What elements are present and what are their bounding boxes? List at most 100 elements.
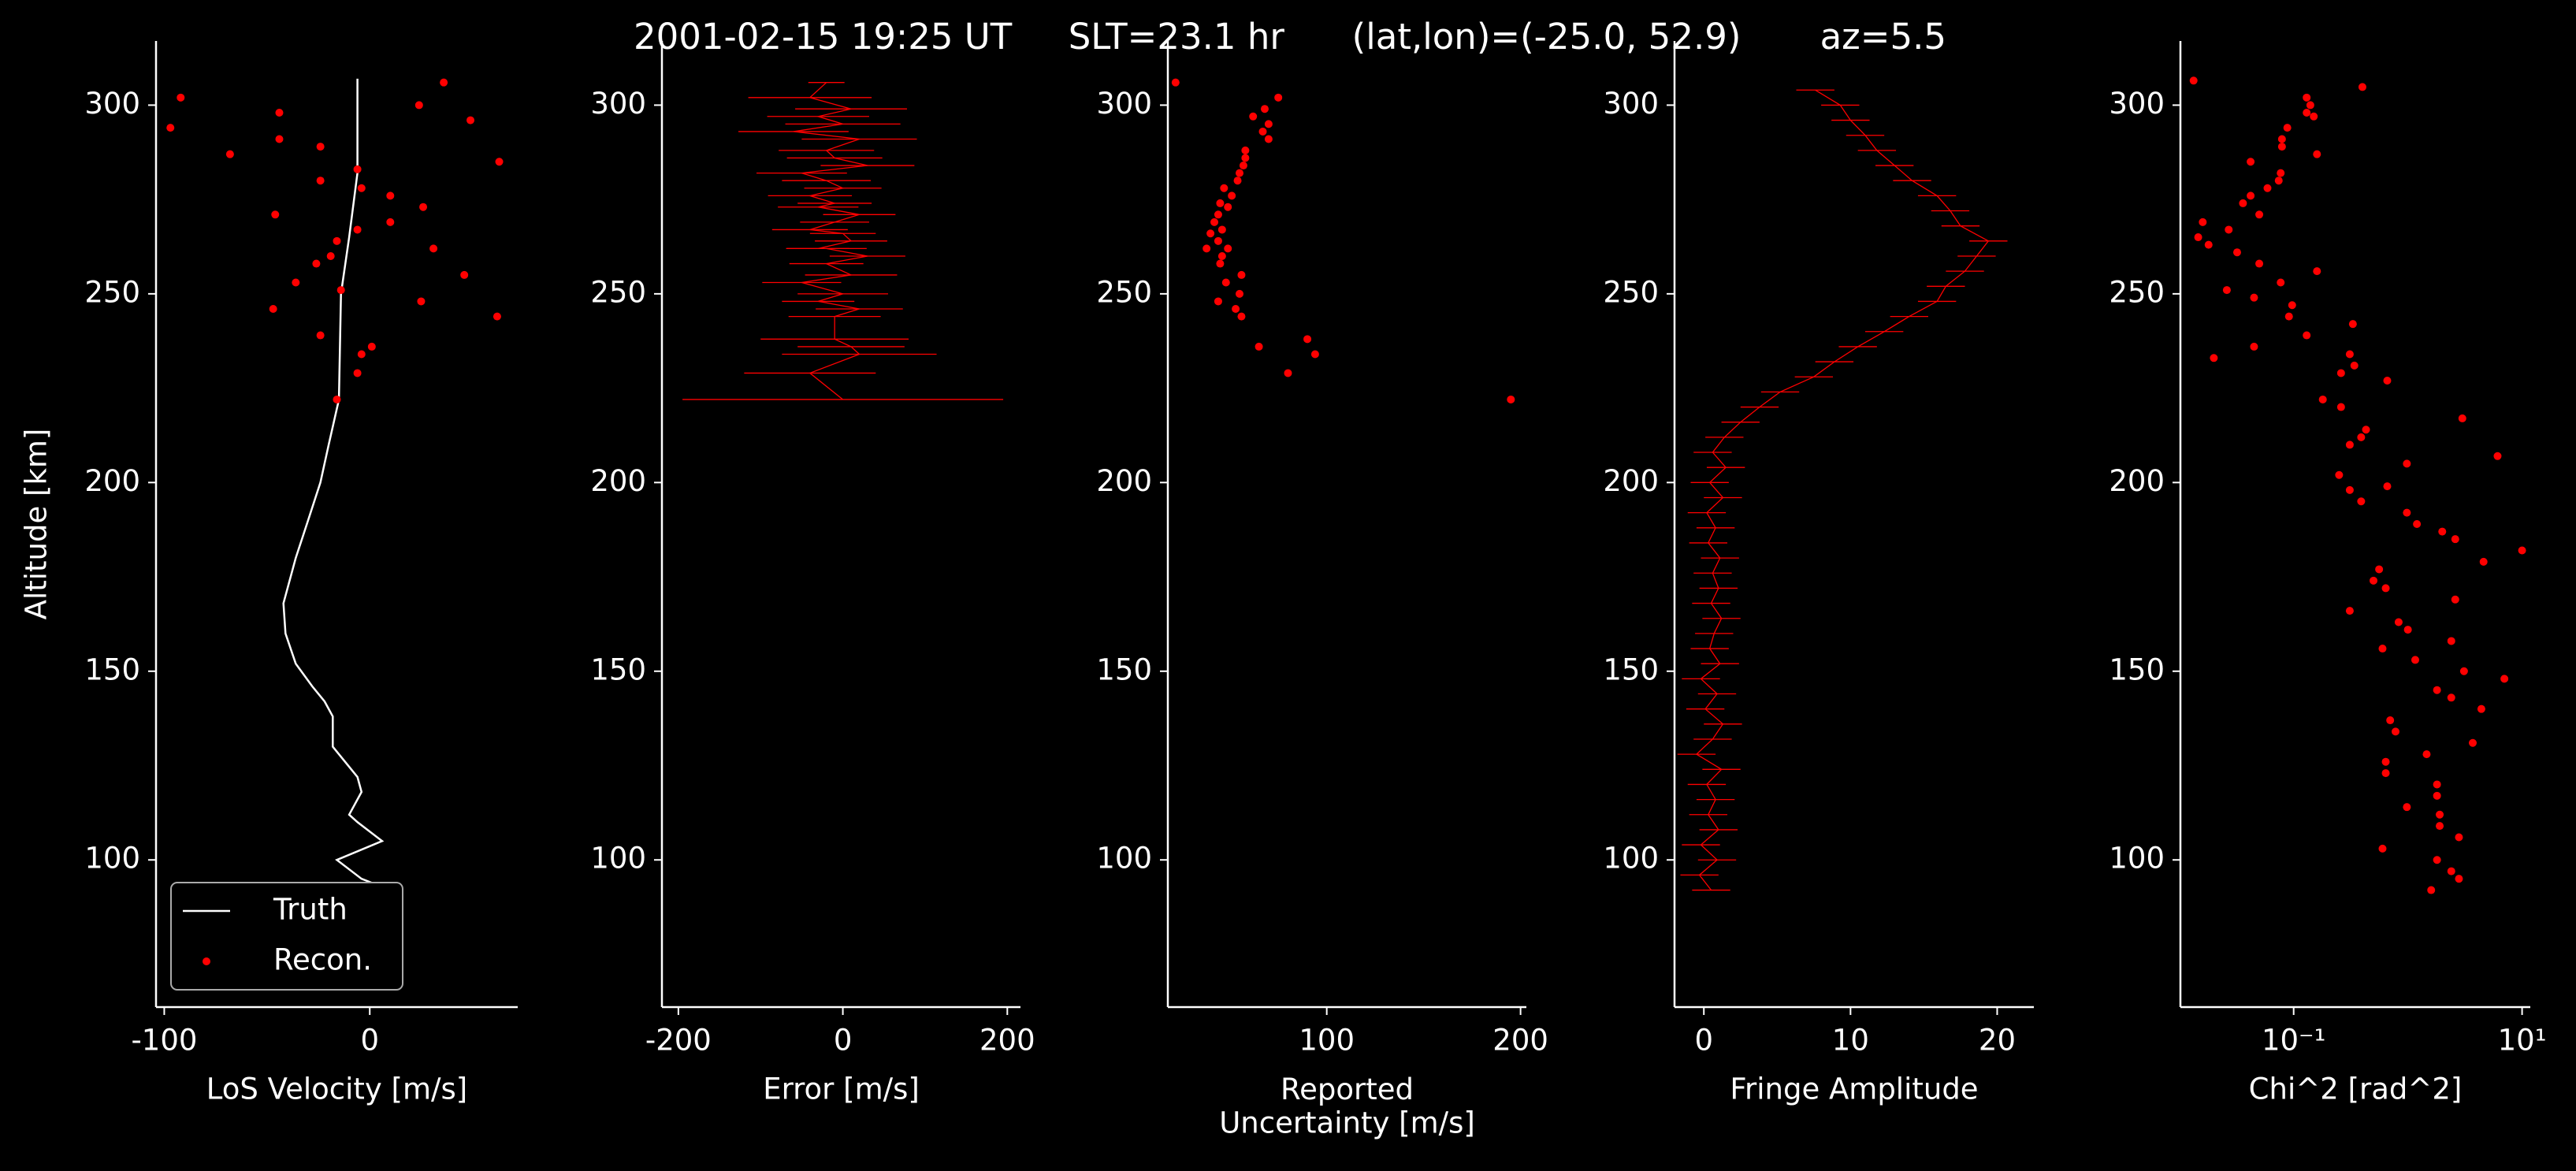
y-tick-label: 250 (1603, 275, 1659, 309)
figure-title: 2001-02-15 19:25 UT SLT=23.1 hr (lat,lon… (634, 16, 1946, 58)
data-point (2210, 354, 2218, 362)
data-point (2403, 508, 2411, 517)
data-point (2518, 546, 2526, 555)
data-point (1274, 93, 1283, 102)
data-point (353, 225, 362, 234)
y-tick-label: 250 (2109, 275, 2165, 309)
data-point (495, 158, 504, 166)
data-point (1258, 127, 1267, 136)
data-point (2274, 177, 2283, 185)
data-point (316, 177, 325, 185)
data-point (2403, 459, 2411, 468)
data-point (2458, 414, 2466, 422)
data-point (1237, 312, 1246, 321)
x-tick-label: 20 (1979, 1024, 2016, 1058)
x-axis-label: Fringe Amplitude (1730, 1072, 1978, 1106)
data-point (2336, 369, 2345, 377)
data-point (353, 369, 362, 377)
data-point (1310, 350, 1319, 359)
data-point (2277, 169, 2285, 177)
data-point (2303, 331, 2311, 340)
y-tick-label: 100 (2109, 842, 2165, 875)
data-point (2357, 497, 2366, 506)
x-tick-label: 200 (979, 1024, 1035, 1058)
data-point (2277, 278, 2285, 287)
data-point (333, 236, 341, 245)
data-point (2250, 293, 2258, 302)
y-tick-label: 250 (590, 275, 646, 309)
y-tick-label: 150 (590, 652, 646, 686)
data-point (2313, 267, 2321, 276)
y-tick-label: 100 (1096, 842, 1152, 875)
data-point (1249, 112, 1258, 121)
y-tick-label: 100 (590, 842, 646, 875)
data-point (1507, 395, 1515, 403)
data-point (2357, 433, 2366, 441)
data-point (2222, 286, 2231, 295)
data-point (1221, 278, 1230, 287)
data-point (2350, 361, 2359, 370)
y-tick-label: 150 (1096, 652, 1152, 686)
y-tick-label: 250 (1096, 275, 1152, 309)
data-point (2375, 565, 2384, 574)
data-point (1214, 297, 1222, 306)
legend-label: Truth (273, 893, 348, 927)
data-point (2345, 607, 2354, 615)
data-point (357, 350, 366, 359)
data-point (367, 342, 376, 351)
data-point (2500, 675, 2509, 683)
data-point (2247, 191, 2255, 200)
data-point (2239, 199, 2247, 207)
y-tick-label: 200 (2109, 464, 2165, 498)
y-tick-label: 100 (84, 842, 140, 875)
x-axis-label: LoS Velocity [m/s] (206, 1072, 467, 1106)
data-point (1171, 78, 1180, 87)
data-point (2318, 395, 2327, 403)
y-tick-label: 150 (84, 652, 140, 686)
y-tick-label: 200 (590, 464, 646, 498)
data-point (2436, 822, 2444, 831)
data-point (2422, 750, 2431, 759)
data-point (1260, 105, 1269, 113)
data-point (2255, 259, 2264, 268)
x-tick-label: -100 (131, 1024, 197, 1058)
data-point (2447, 867, 2455, 875)
data-point (312, 259, 321, 268)
data-point (2303, 93, 2311, 102)
legend-marker (203, 957, 210, 965)
data-point (2381, 769, 2390, 778)
data-point (2433, 856, 2441, 864)
data-point (2250, 342, 2258, 351)
data-point (2394, 618, 2403, 626)
data-point (292, 278, 300, 287)
data-point (2247, 158, 2255, 166)
data-point (1233, 177, 1242, 185)
x-tick-label: 10¹ (2498, 1024, 2547, 1058)
data-point (2493, 452, 2502, 460)
data-point (1216, 259, 1225, 268)
data-point (1206, 229, 1215, 238)
data-point (2232, 248, 2241, 257)
y-tick-label: 150 (2109, 652, 2165, 686)
y-tick-label: 200 (1603, 464, 1659, 498)
y-tick-label: 300 (84, 87, 140, 121)
data-point (1210, 217, 1219, 226)
data-point (2479, 557, 2488, 566)
data-point (2199, 217, 2207, 226)
data-point (414, 101, 423, 110)
data-point (1264, 135, 1273, 143)
data-point (2447, 693, 2455, 702)
data-point (1214, 236, 1222, 245)
y-tick-label: 300 (1603, 87, 1659, 121)
data-point (2194, 233, 2202, 242)
data-point (2383, 377, 2392, 385)
data-point (2468, 738, 2477, 747)
data-point (2263, 184, 2272, 192)
data-point (1214, 210, 1222, 219)
data-point (2433, 791, 2441, 800)
data-point (440, 78, 448, 87)
data-point (2345, 441, 2354, 449)
profile-line (793, 82, 868, 400)
data-point (1237, 270, 1246, 279)
data-point (2378, 844, 2387, 853)
